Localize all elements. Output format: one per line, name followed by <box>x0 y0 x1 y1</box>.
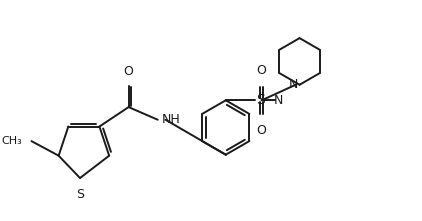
Text: S: S <box>256 93 265 107</box>
Text: NH: NH <box>162 113 180 126</box>
Text: O: O <box>124 65 133 78</box>
Text: S: S <box>76 188 84 201</box>
Text: N: N <box>288 78 298 91</box>
Text: O: O <box>256 64 266 77</box>
Text: CH₃: CH₃ <box>1 136 22 146</box>
Text: N: N <box>273 94 283 107</box>
Text: O: O <box>256 124 266 137</box>
